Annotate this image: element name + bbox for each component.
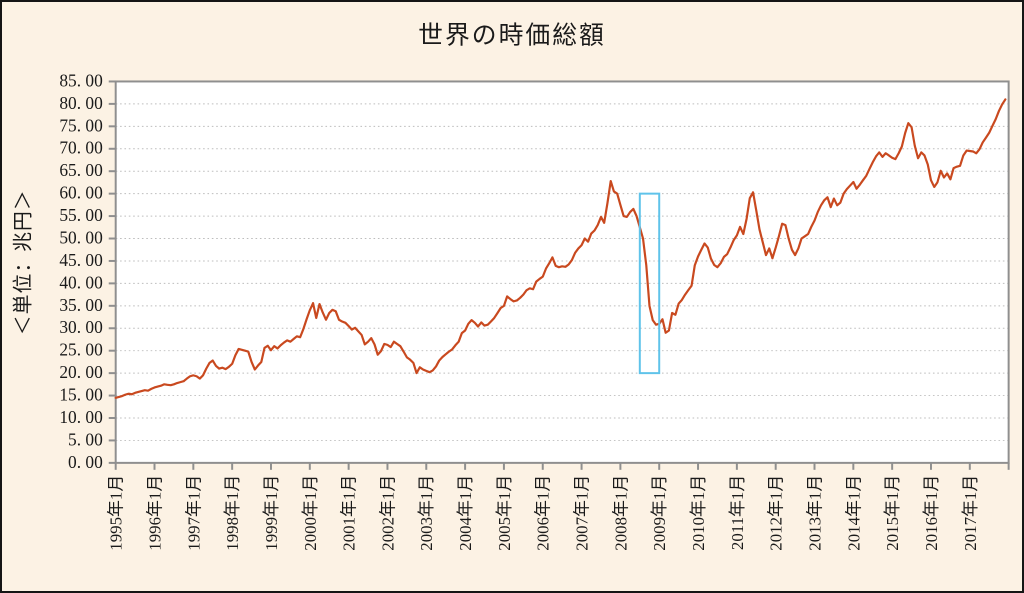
x-tick-label: 2016年1月 [922,475,941,551]
x-tick-label: 2004年1月 [456,475,475,551]
x-tick-label: 2010年1月 [689,475,708,551]
x-tick-label-group: 2016年1月 [922,475,941,551]
y-tick-label: 30. 00 [59,318,103,337]
plot-area [115,81,1009,463]
x-tick-label-group: 2015年1月 [883,475,902,551]
x-tick-label-group: 1997年1月 [184,475,203,551]
y-tick-label: 15. 00 [59,386,103,405]
x-tick-label: 2000年1月 [301,475,320,551]
y-tick-label: 50. 00 [59,228,103,247]
x-tick-label: 1998年1月 [223,475,242,551]
x-tick-label-group: 2011年1月 [728,475,747,550]
x-tick-label-group: 1996年1月 [145,475,164,551]
x-tick-label: 1996年1月 [145,475,164,551]
x-tick-label-group: 2005年1月 [495,475,514,551]
x-tick-label-group: 2007年1月 [573,475,592,551]
x-tick-label: 2011年1月 [728,475,747,550]
x-tick-label: 2006年1月 [534,475,553,551]
x-tick-label: 2012年1月 [767,475,786,551]
x-tick-label: 2015年1月 [883,475,902,551]
x-tick-label-group: 2013年1月 [805,475,824,551]
series-line-world-market-cap [114,98,1007,399]
x-tick-label-group: 2006年1月 [534,475,553,551]
x-tick-label-group: 1995年1月 [107,475,126,551]
x-tick-label: 2003年1月 [417,475,436,551]
y-tick-label: 65. 00 [59,161,103,180]
axis-frame [114,80,1010,464]
y-tick-label: 20. 00 [59,363,103,382]
y-tick-label: 45. 00 [59,251,103,270]
x-tick-label-group: 2001年1月 [340,475,359,551]
x-tick-label: 2002年1月 [378,475,397,551]
y-axis-unit-label: ＜単位：兆円＞ [12,189,34,335]
y-tick-label: 40. 00 [59,273,103,292]
y-tick-label: 75. 00 [59,116,103,135]
x-tick-label-group: 2009年1月 [650,475,669,551]
x-tick-label-group: 2012年1月 [767,475,786,551]
x-tick-label: 2007年1月 [573,475,592,551]
x-tick-label-group: 2017年1月 [961,475,980,551]
y-tick-label: 5. 00 [68,430,103,449]
y-tick-label: 10. 00 [59,408,103,427]
x-tick-label-group: 2000年1月 [301,475,320,551]
crisis-highlight-box [638,192,661,375]
y-tick-label: 80. 00 [59,94,103,113]
x-tick-label: 2008年1月 [611,475,630,551]
x-tick-label: 2013年1月 [805,475,824,551]
x-tick-label: 2001年1月 [340,475,359,551]
x-tick-label: 1999年1月 [262,475,281,551]
x-tick-label: 2014年1月 [844,475,863,551]
y-tick-label: 60. 00 [59,184,103,203]
x-tick-label-group: 1998年1月 [223,475,242,551]
x-tick-label-group: 2014年1月 [844,475,863,551]
y-tick-label: 35. 00 [59,296,103,315]
x-tick-label: 2005年1月 [495,475,514,551]
x-tick-label-group: 2008年1月 [611,475,630,551]
x-tick-label-group: 2003年1月 [417,475,436,551]
x-tick-label-group: 1999年1月 [262,475,281,551]
chart-title: 世界の時価総額 [418,22,606,50]
x-tick-label: 1997年1月 [184,475,203,551]
y-tick-label: 0. 00 [68,453,103,472]
y-tick-label: 25. 00 [59,341,103,360]
y-tick-label: 55. 00 [59,206,103,225]
x-tick-label-group: 2010年1月 [689,475,708,551]
x-tick-label: 1995年1月 [107,475,126,551]
x-tick-label: 2009年1月 [650,475,669,551]
chart-render-layer: 0. 00 5. 00 10. 00 15. 00 20. 00 25. 00 30. 00… [59,71,1010,551]
x-tick-label-group: 2002年1月 [378,475,397,551]
y-axis-unit-label-group: ＜単位：兆円＞ [12,189,34,335]
y-tick-label: 70. 00 [59,139,103,158]
y-tick-label: 85. 00 [59,71,103,90]
x-tick-label: 2017年1月 [961,475,980,551]
x-tick-label-group: 2004年1月 [456,475,475,551]
